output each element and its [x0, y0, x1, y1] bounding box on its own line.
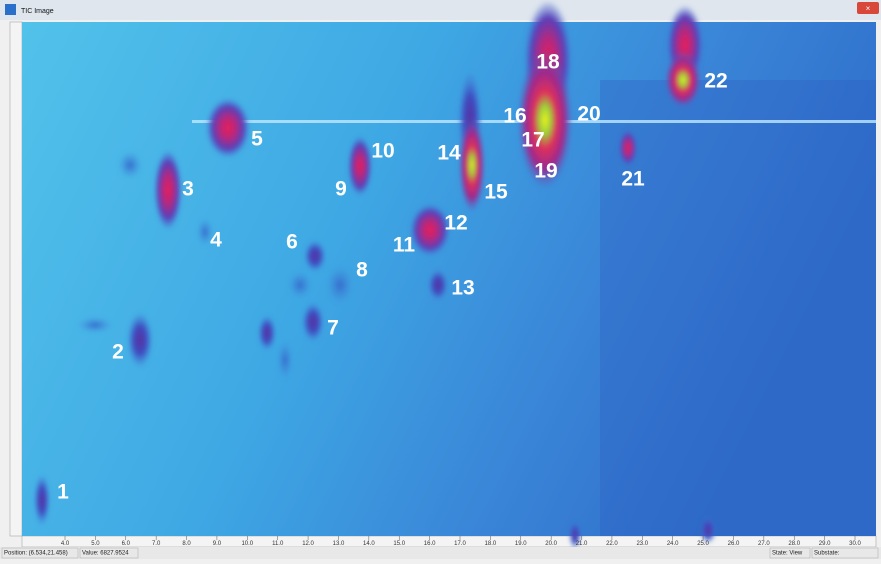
x-tick-label: 16.0	[424, 541, 436, 547]
x-tick-label: 30.0	[849, 541, 861, 547]
peak-label: 3	[182, 178, 194, 201]
x-tick-label: 22.0	[606, 541, 618, 547]
x-tick-label: 27.0	[758, 541, 770, 547]
x-tick-label: 14.0	[363, 541, 375, 547]
status-cell	[1, 547, 79, 559]
peak-label: 19	[534, 160, 557, 183]
close-button[interactable]	[857, 2, 879, 14]
x-tick-label: 7.0	[152, 541, 161, 547]
peak-label: 7	[327, 317, 339, 340]
peak-label: 2	[112, 341, 124, 364]
x-tick-label: 25.0	[697, 541, 709, 547]
status-value: Value: 6827.9524	[82, 551, 129, 557]
x-tick-label: 29.0	[819, 541, 831, 547]
close-icon[interactable]: ×	[866, 4, 871, 13]
app-icon	[5, 4, 16, 15]
peak-label: 9	[335, 178, 347, 201]
status-cell	[811, 547, 879, 559]
status-cell	[79, 547, 139, 559]
peak-label: 11	[393, 234, 416, 257]
status-cell	[769, 547, 811, 559]
peak-label: 20	[577, 103, 600, 126]
x-tick-label: 13.0	[333, 541, 345, 547]
x-tick-label: 12.0	[302, 541, 314, 547]
title-bar	[0, 0, 881, 20]
x-tick-label: 26.0	[728, 541, 740, 547]
peak-label: 17	[521, 129, 544, 152]
x-tick-label: 28.0	[788, 541, 800, 547]
x-tick-label: 10.0	[241, 541, 253, 547]
status-position: Position: (6.534,21.458)	[4, 551, 68, 557]
x-tick-label: 4.0	[61, 541, 70, 547]
x-tick-label: 8.0	[182, 541, 191, 547]
x-tick-label: 19.0	[515, 541, 527, 547]
x-tick-label: 6.0	[122, 541, 131, 547]
status-bar	[0, 547, 881, 559]
x-tick-label: 20.0	[545, 541, 557, 547]
peak-label: 8	[356, 259, 368, 282]
x-tick-label: 21.0	[576, 541, 588, 547]
peak-label: 1	[57, 481, 69, 504]
peak-label: 6	[286, 231, 298, 254]
x-ruler	[21, 535, 877, 548]
peak-label: 12	[444, 212, 467, 235]
x-tick-label: 24.0	[667, 541, 679, 547]
x-tick-label: 5.0	[91, 541, 100, 547]
window-title: TIC Image	[21, 8, 54, 15]
x-ticks: 4.0 5.0 6.0 7.0 8.0 9.0 10.0 11.0 12.0 13.0 14.0 15…	[61, 536, 861, 547]
peak-label: 22	[704, 70, 727, 93]
peak-label: 18	[536, 51, 560, 74]
peak-label: 10	[371, 140, 394, 163]
x-tick-label: 18.0	[485, 541, 497, 547]
x-tick-label: 23.0	[636, 541, 648, 547]
status-state: State: View	[772, 551, 803, 557]
peak-label: 14	[437, 142, 461, 165]
x-tick-label: 9.0	[213, 541, 222, 547]
x-tick-label: 15.0	[393, 541, 405, 547]
y-ruler	[9, 21, 23, 537]
x-tick-label: 17.0	[454, 541, 466, 547]
peak-label: 13	[451, 277, 474, 300]
heatmap	[22, 0, 876, 549]
x-tick-label: 11.0	[272, 541, 284, 547]
peak-label: 15	[484, 181, 508, 204]
peak-label: 5	[251, 128, 263, 151]
peak-label: 16	[503, 105, 526, 128]
heatmap-shade	[600, 80, 876, 536]
peak-label: 21	[621, 168, 645, 191]
peak-label: 4	[210, 229, 222, 252]
status-substate: Substate:	[814, 551, 840, 557]
heatmap-background	[22, 22, 876, 536]
